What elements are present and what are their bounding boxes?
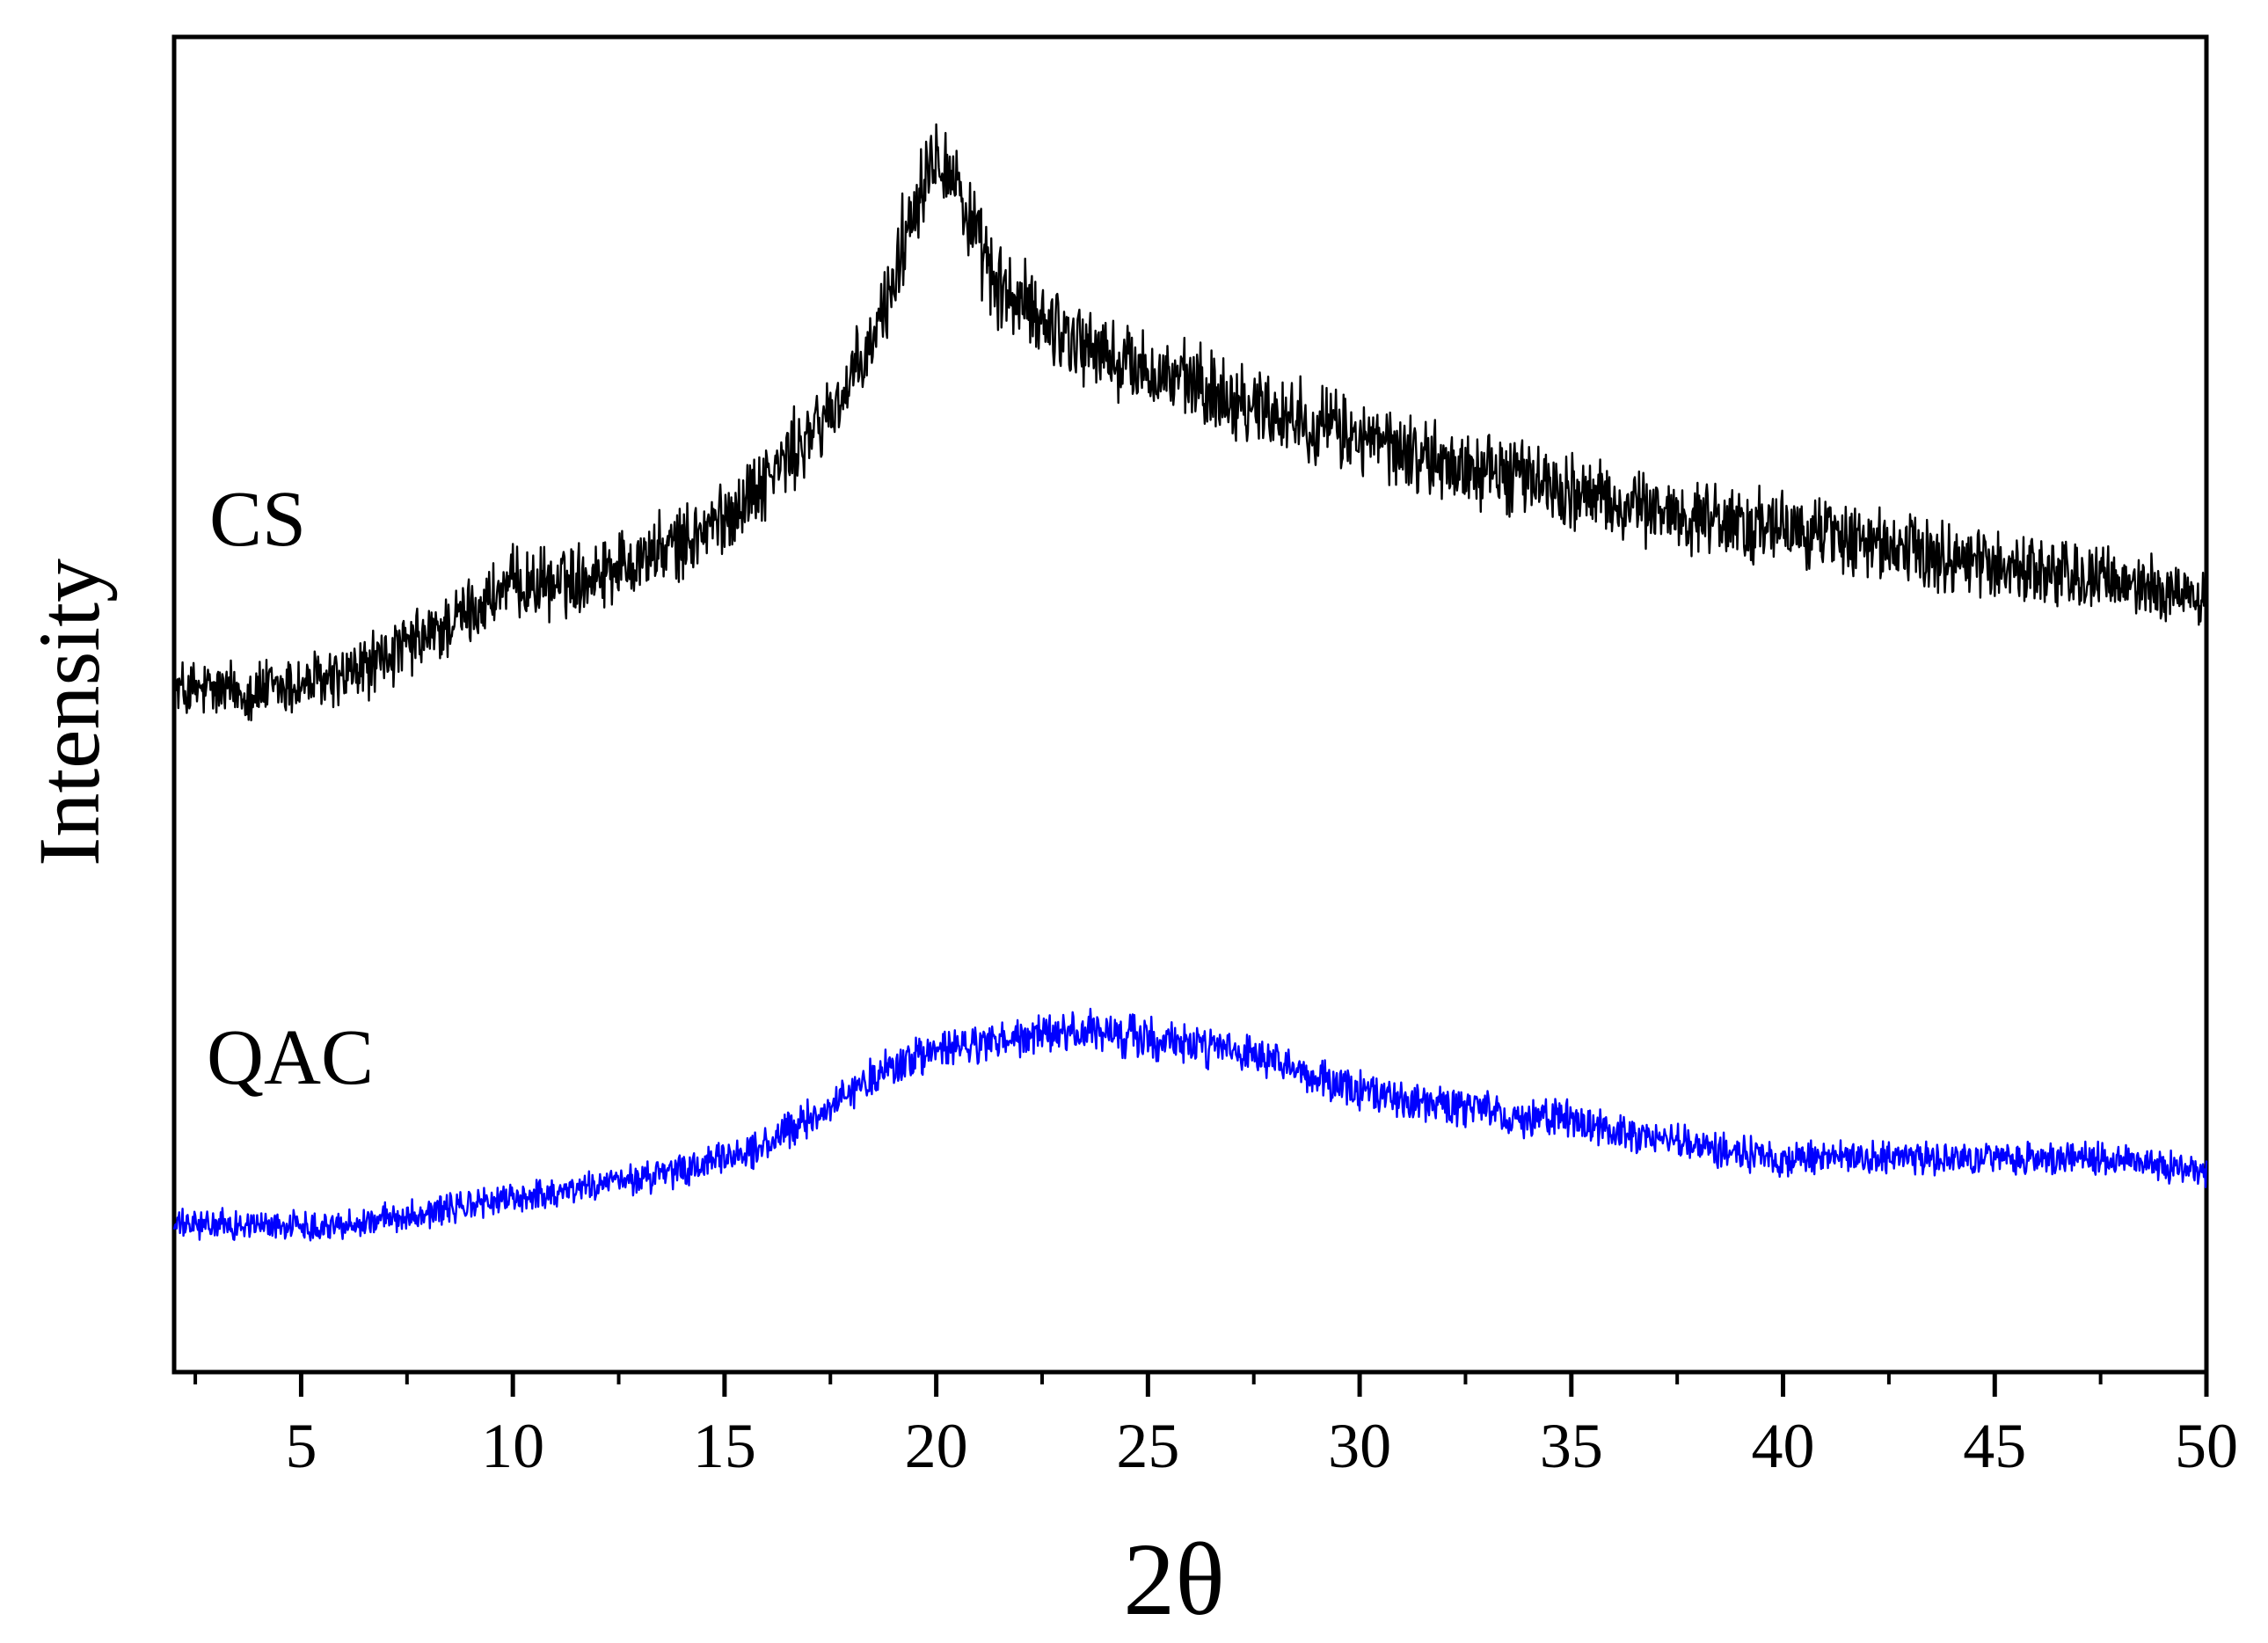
series-line-cs [172,123,2208,727]
x-axis-title: 2θ [1123,1522,1225,1637]
x-tick-label: 45 [1963,1411,2026,1481]
x-tick-label: 15 [693,1411,756,1481]
y-axis-title: Intensity [20,559,118,866]
series-layer [172,123,2208,1242]
series-label-qac: QAC [207,1014,374,1101]
x-tick-label: 40 [1752,1411,1815,1481]
series-line-qac [172,1007,2208,1242]
x-tick-label: 50 [2175,1411,2238,1481]
x-tick-label: 10 [481,1411,544,1481]
x-tick-label: 25 [1116,1411,1179,1481]
series-labels: CS QAC [207,476,374,1101]
x-tick-label: 35 [1540,1411,1603,1481]
plot-frame [171,34,2209,1375]
x-tick-label: 5 [285,1411,317,1481]
x-tick-label: 30 [1328,1411,1391,1481]
x-axis-tick-labels: 5 10 15 20 25 30 35 40 45 50 [285,1411,2238,1481]
x-axis-ticks [193,1372,2209,1397]
x-tick-label: 20 [905,1411,968,1481]
series-label-cs: CS [209,476,306,563]
